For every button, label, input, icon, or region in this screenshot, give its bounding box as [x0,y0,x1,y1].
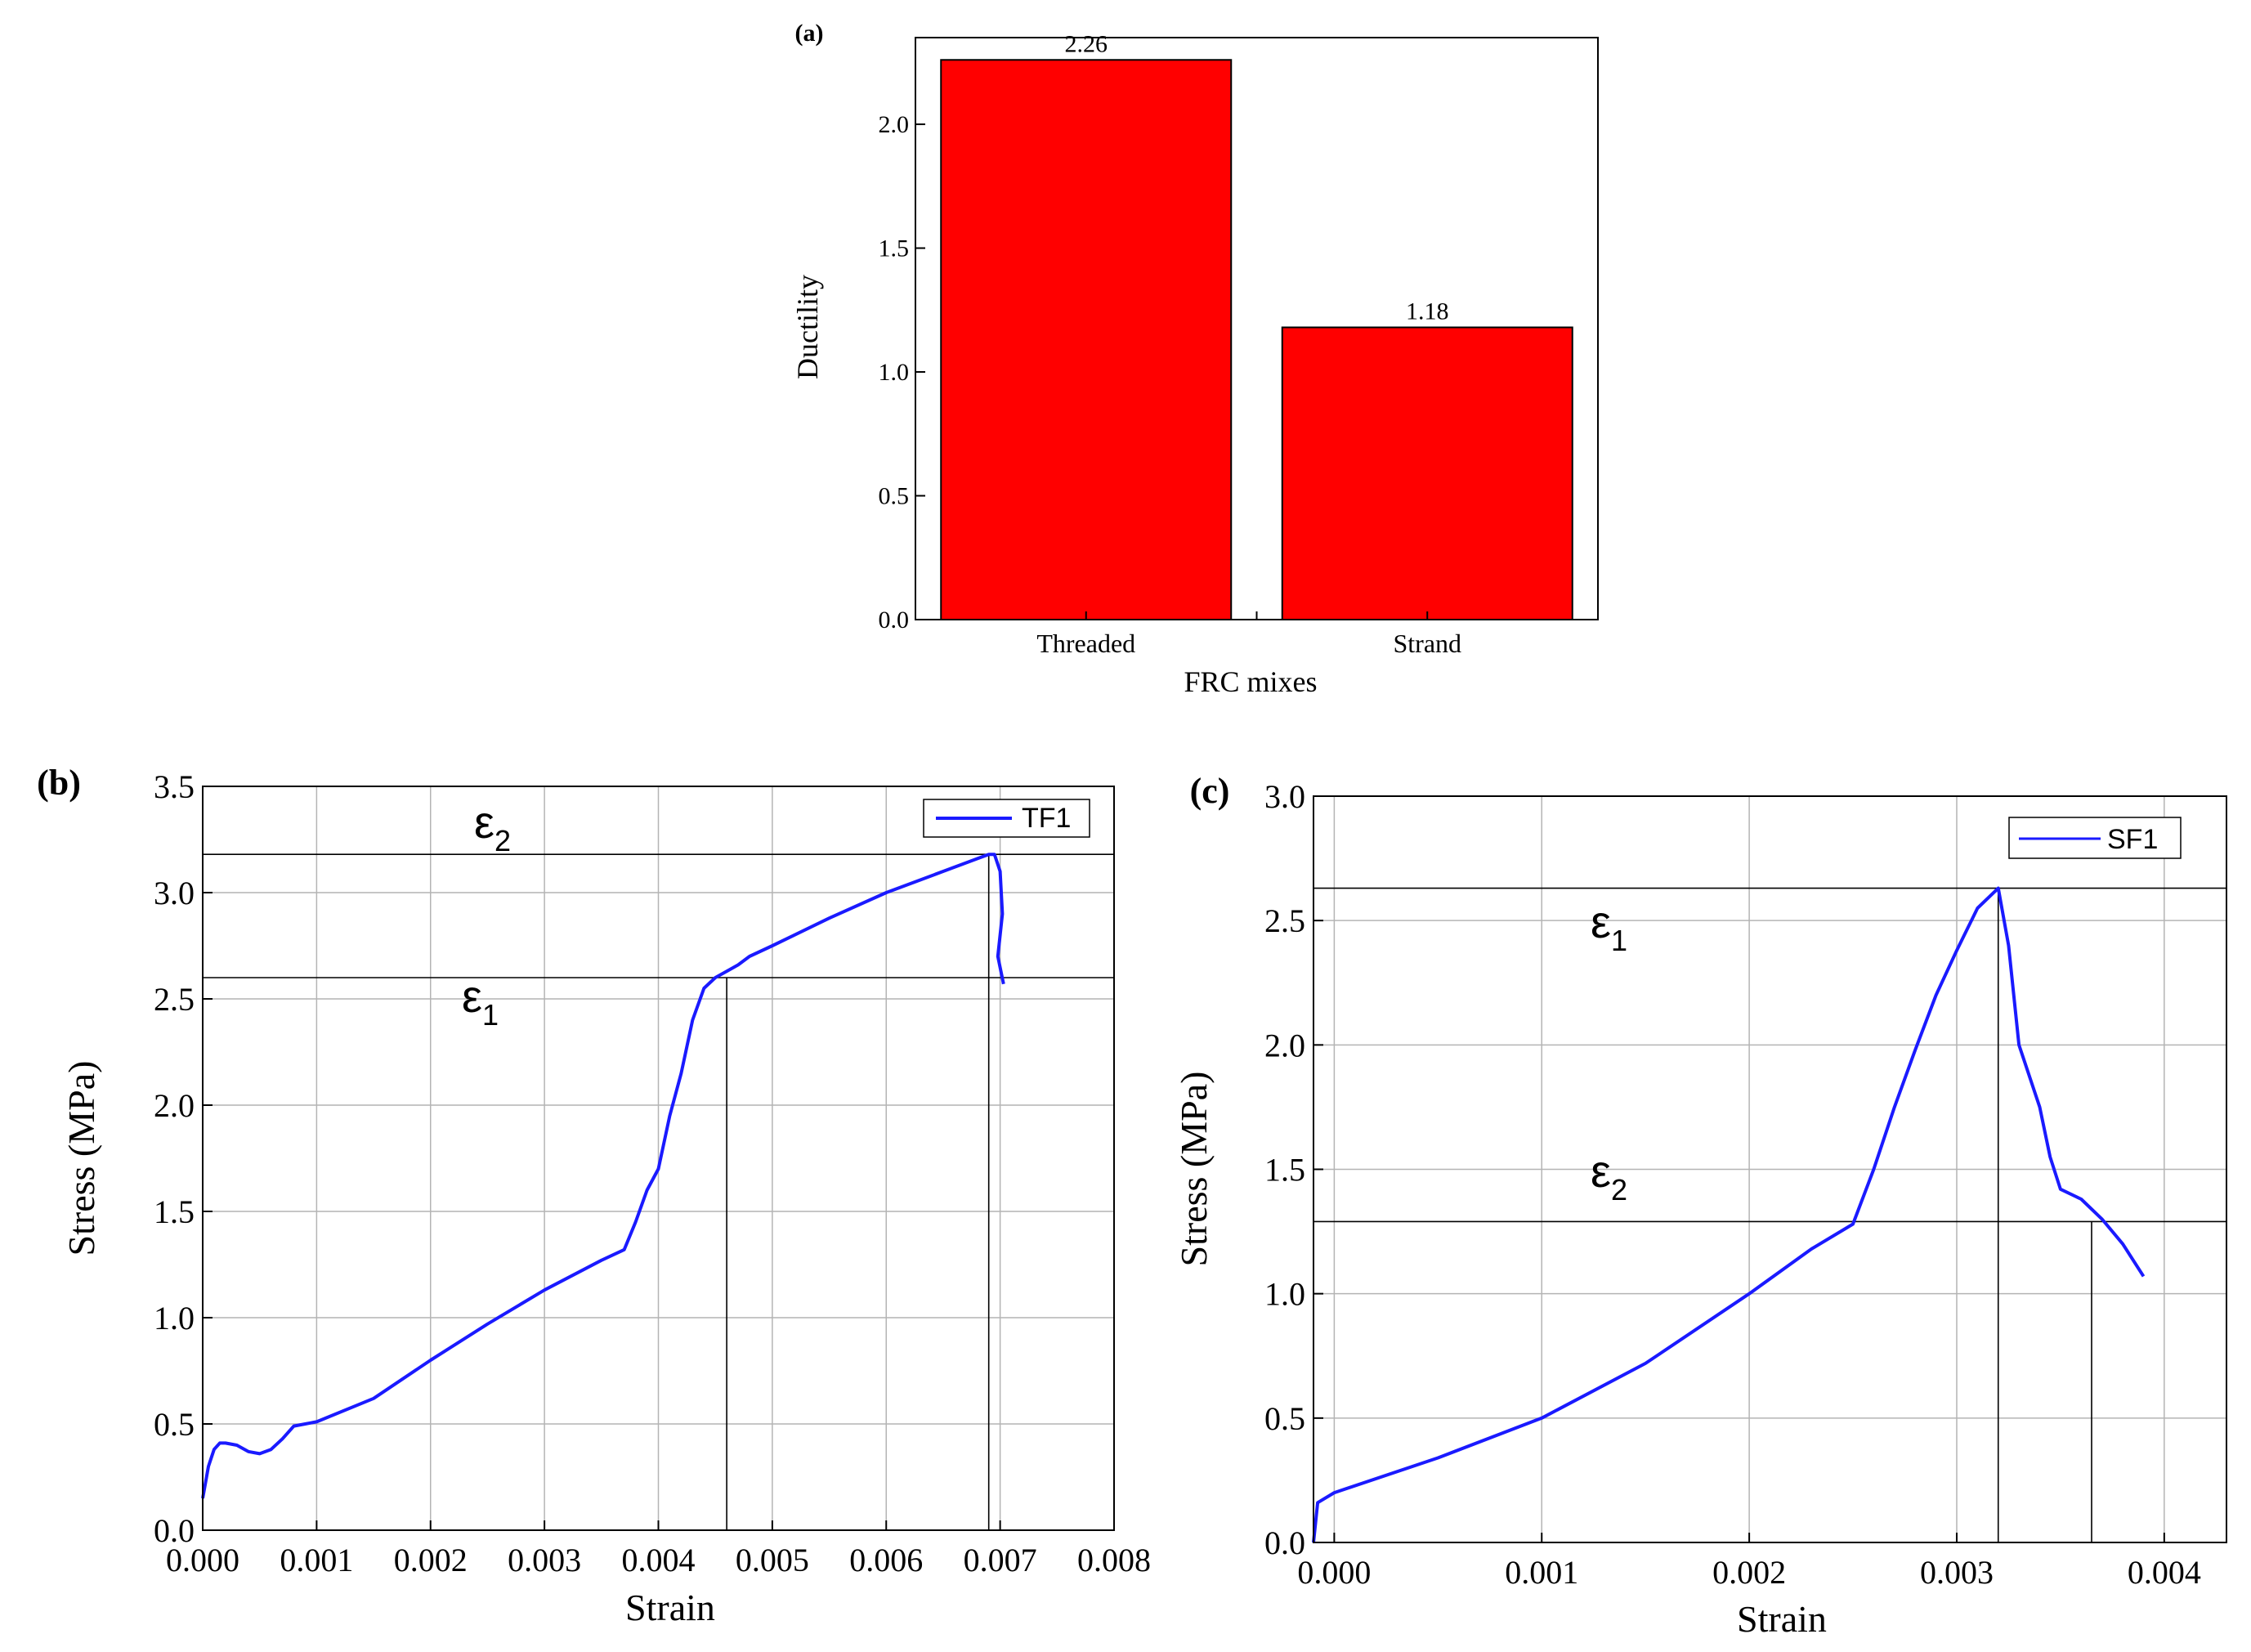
epsilon-subscript: 2 [495,824,511,857]
epsilon-subscript: 2 [1611,1173,1627,1207]
panel-b-x-tick-label: 0.005 [736,1542,809,1578]
epsilon-symbol: ε [1591,896,1611,947]
panel-a-y-tick-label: 1.5 [879,235,910,262]
panel-c-label: (c) [1190,771,1230,811]
panel-b-y-tick-label: 0.0 [154,1512,195,1549]
panel-b-x-tick-label: 0.004 [622,1542,696,1578]
panel-b-x-axis-title: Strain [625,1587,715,1628]
panel-a-y-ticks: 0.0 0.5 1.0 1.5 2.0 [879,111,925,633]
panel-b-y-ticks: 0.0 0.5 1.0 1.5 2.0 2.5 3.0 3.5 [154,768,213,1549]
panel-c-reference-label: ε1 [1591,896,1627,957]
epsilon-symbol: ε [1591,1145,1611,1197]
panel-c-x-tick-label: 0.002 [1712,1554,1786,1591]
panel-c-grid [1313,795,2226,1543]
panel-b-x-tick-label: 0.008 [1077,1542,1151,1578]
panel-a: (a) 0.0 0.5 1.0 1.5 2.0 2.26 1.18 Threaded Str… [791,20,1599,698]
panel-c-y-ticks: 0.0 0.5 1.0 1.5 2.0 2.5 3.0 [1264,778,1323,1561]
panel-c-x-tick-label: 0.004 [2128,1554,2201,1591]
panel-b-series [201,853,1005,1499]
panel-c-y-tick-label: 2.5 [1264,902,1305,939]
panel-c-y-axis-title: Stress (MPa) [1173,1072,1215,1267]
panel-c-reference-label: ε2 [1591,1145,1627,1207]
panel-b-legend-label: TF1 [1022,803,1071,834]
panel-a-x-tick-label: Threaded [1036,629,1135,658]
panel-a-y-tick-label: 2.0 [879,111,910,138]
panel-a-y-tick-label: 0.0 [879,607,910,633]
panel-a-bar-value-label: 2.26 [1065,30,1108,57]
panel-c-series-line [1312,886,2146,1543]
panel-c-y-tick-label: 0.0 [1264,1524,1305,1561]
panel-c-y-tick-label: 0.5 [1264,1400,1305,1437]
panel-b-label: (b) [37,763,81,803]
panel-b-y-tick-label: 1.5 [154,1193,195,1230]
panel-c-x-tick-label: 0.003 [1920,1554,1994,1591]
panel-c-y-tick-label: 1.5 [1264,1152,1305,1189]
panel-c-y-tick-label: 2.0 [1264,1027,1305,1063]
panel-a-x-ticks: Threaded Strand [1036,611,1461,658]
panel-c-legend: SF1 [2008,817,2182,859]
panel-a-bar [1281,326,1573,620]
panel-a-x-axis-title: FRC mixes [1184,665,1317,698]
panel-b-x-tick-label: 0.007 [964,1542,1037,1578]
panel-b-y-tick-label: 2.0 [154,1087,195,1124]
epsilon-subscript: 1 [1611,924,1627,957]
panel-b-y-tick-label: 1.0 [154,1300,195,1336]
panel-b-grid [202,786,1115,1531]
panel-b-y-tick-label: 2.5 [154,981,195,1018]
panel-c-y-tick-label: 1.0 [1264,1276,1305,1313]
panel-c-x-axis-title: Strain [1737,1598,1827,1640]
panel-b-reference-label: ε2 [474,796,511,857]
panel-c-y-tick-label: 3.0 [1264,778,1305,815]
panel-a-bar [940,59,1233,621]
epsilon-symbol: ε [462,970,482,1022]
panel-a-bars: 2.26 1.18 [940,30,1573,621]
panel-a-y-tick-label: 0.5 [879,483,910,510]
panel-b-x-tick-label: 0.001 [280,1542,353,1578]
panel-b-series-line [201,853,1005,1499]
panel-b-x-tick-label: 0.000 [166,1542,239,1578]
panel-b-x-tick-label: 0.002 [394,1542,468,1578]
panel-a-bar-value-label: 1.18 [1406,298,1449,325]
panel-a-label: (a) [795,20,824,47]
panel-b-y-tick-label: 3.0 [154,875,195,911]
panel-c-legend-label: SF1 [2107,824,2158,855]
panel-b-y-tick-label: 3.5 [154,768,195,805]
panel-b-x-ticks: 0.000 0.001 0.002 0.003 0.004 0.005 0.006 0.007… [166,1520,1151,1578]
panel-c-x-ticks: 0.000 0.001 0.002 0.003 0.004 [1297,1533,2201,1591]
epsilon-subscript: 1 [482,998,499,1032]
panel-c-series [1312,886,2146,1543]
panel-b-legend: TF1 [923,799,1090,838]
epsilon-symbol: ε [474,796,495,848]
panel-b-x-tick-label: 0.003 [508,1542,581,1578]
panel-c-x-tick-label: 0.001 [1505,1554,1578,1591]
panel-a-x-tick-label: Strand [1393,629,1461,658]
panel-b-y-tick-label: 0.5 [154,1406,195,1443]
panel-a-y-tick-label: 1.0 [879,359,910,386]
panel-b-reference-label: ε1 [462,970,499,1032]
panel-a-y-axis-title: Ductility [791,275,824,379]
panel-b-x-tick-label: 0.006 [849,1542,923,1578]
panel-c-x-tick-label: 0.000 [1297,1554,1371,1591]
panel-b-y-axis-title: Stress (MPa) [60,1061,102,1256]
